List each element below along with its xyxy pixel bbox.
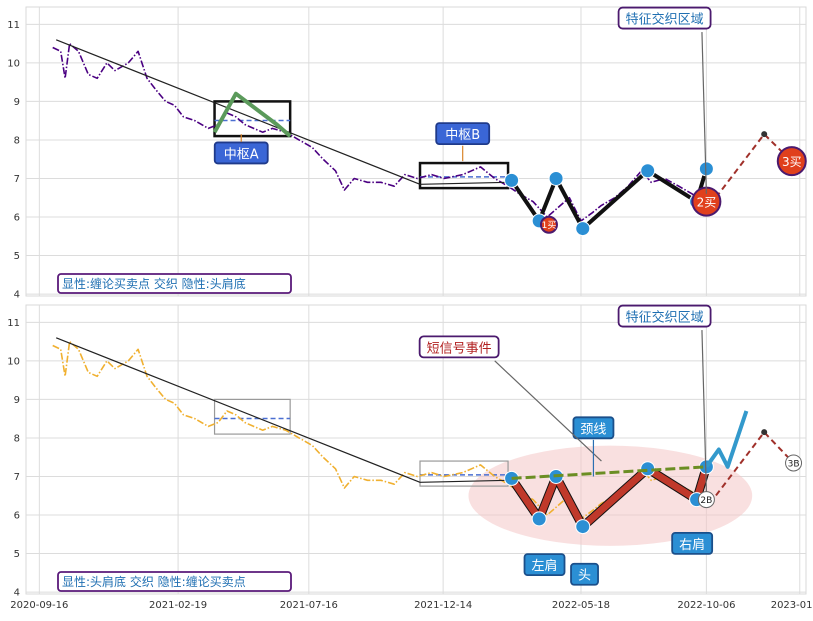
buy-point-label: 1买 bbox=[542, 220, 557, 231]
annotation-label: 头 bbox=[578, 569, 591, 584]
annotation-arrow bbox=[701, 32, 707, 194]
annotation-label: 特征交织区域 bbox=[626, 12, 704, 28]
x-tick-label: 2023-01-19 bbox=[771, 600, 813, 611]
annotation-box bbox=[572, 416, 615, 440]
y-tick-label: 10 bbox=[7, 356, 20, 367]
annotation-box bbox=[617, 304, 712, 328]
plot-area bbox=[25, 6, 807, 297]
annotation-box bbox=[435, 122, 491, 146]
projection-peak-marker bbox=[761, 429, 768, 436]
buy-point-label: 2买 bbox=[697, 196, 717, 210]
series-stroke-segments bbox=[212, 91, 292, 138]
swing-point-marker bbox=[548, 170, 564, 186]
swing-point-marker bbox=[504, 172, 520, 188]
buy-point-marker bbox=[539, 215, 558, 234]
y-tick-label: 8 bbox=[14, 433, 20, 444]
y-tick-label: 4 bbox=[14, 290, 20, 301]
buy-point-marker bbox=[785, 454, 803, 472]
y-tick-label: 9 bbox=[14, 97, 20, 108]
series-trend-line bbox=[55, 39, 509, 185]
panel-caption-box bbox=[57, 273, 292, 294]
annotation-label: 短信号事件 bbox=[427, 341, 492, 356]
buy-point-marker bbox=[776, 146, 807, 177]
x-tick-label: 2021-12-14 bbox=[414, 600, 472, 611]
swing-point-marker bbox=[531, 511, 547, 527]
x-tick-label: 2022-10-06 bbox=[677, 600, 735, 611]
y-tick-label: 5 bbox=[14, 549, 20, 560]
y-tick-label: 8 bbox=[14, 135, 20, 146]
series-trend-line bbox=[55, 337, 509, 483]
y-tick-label: 5 bbox=[14, 251, 20, 262]
x-tick-label: 2022-05-18 bbox=[552, 600, 610, 611]
x-tick-label: 2021-07-16 bbox=[280, 600, 338, 611]
swing-point-marker bbox=[640, 163, 656, 179]
annotation-arrow bbox=[701, 330, 707, 492]
panel-caption: 显性:头肩底 交织 隐性:缠论买卖点 bbox=[62, 574, 246, 589]
annotation-label: 左肩 bbox=[532, 558, 558, 574]
annotation-box bbox=[523, 553, 566, 576]
y-tick-label: 9 bbox=[14, 395, 20, 406]
annotation-label: 颈线 bbox=[580, 422, 606, 437]
buy-point-label: 2B bbox=[700, 496, 712, 506]
annotation-box bbox=[617, 6, 712, 30]
y-tick-label: 6 bbox=[14, 511, 20, 522]
y-tick-label: 7 bbox=[14, 174, 20, 185]
series-price bbox=[52, 42, 700, 222]
buy-point-label: 3买 bbox=[782, 155, 802, 169]
series-neckline bbox=[511, 465, 707, 480]
y-tick-label: 10 bbox=[7, 58, 20, 69]
annotation-arrow bbox=[494, 360, 602, 462]
panel-caption: 显性:缠论买卖点 交织 隐性:头肩底 bbox=[62, 276, 246, 291]
annotation-box bbox=[418, 335, 500, 359]
center-zone-box bbox=[213, 398, 291, 435]
y-tick-label: 11 bbox=[7, 318, 20, 329]
x-tick-label: 2021-02-19 bbox=[149, 600, 207, 611]
series-breakout bbox=[704, 410, 749, 469]
chart-panel-bottom: 4 5 6 7 8 9 10 11 2020-09-16 2021-02-19 2021-07-16… bbox=[7, 304, 813, 611]
buy-point-label: 3B bbox=[788, 459, 800, 469]
annotation-box bbox=[570, 562, 599, 586]
swing-point-marker bbox=[575, 221, 591, 237]
annotation-box bbox=[671, 532, 714, 555]
y-tick-label: 4 bbox=[14, 588, 20, 599]
y-tick-label: 6 bbox=[14, 213, 20, 224]
annotation-label: 中枢A bbox=[224, 147, 259, 162]
swing-point-marker bbox=[575, 519, 591, 535]
annotation-label: 右肩 bbox=[679, 537, 705, 553]
center-zone-box bbox=[213, 100, 292, 138]
annotation-label: 中枢B bbox=[445, 128, 480, 143]
x-tick-label: 2020-09-16 bbox=[10, 600, 68, 611]
annotation-box bbox=[213, 141, 269, 165]
projection-peak-marker bbox=[761, 131, 768, 138]
annotation-label: 特征交织区域 bbox=[626, 310, 704, 326]
y-tick-label: 7 bbox=[14, 472, 20, 483]
panel-caption-box bbox=[57, 571, 292, 592]
series-price bbox=[52, 340, 700, 520]
y-tick-label: 11 bbox=[7, 20, 20, 31]
